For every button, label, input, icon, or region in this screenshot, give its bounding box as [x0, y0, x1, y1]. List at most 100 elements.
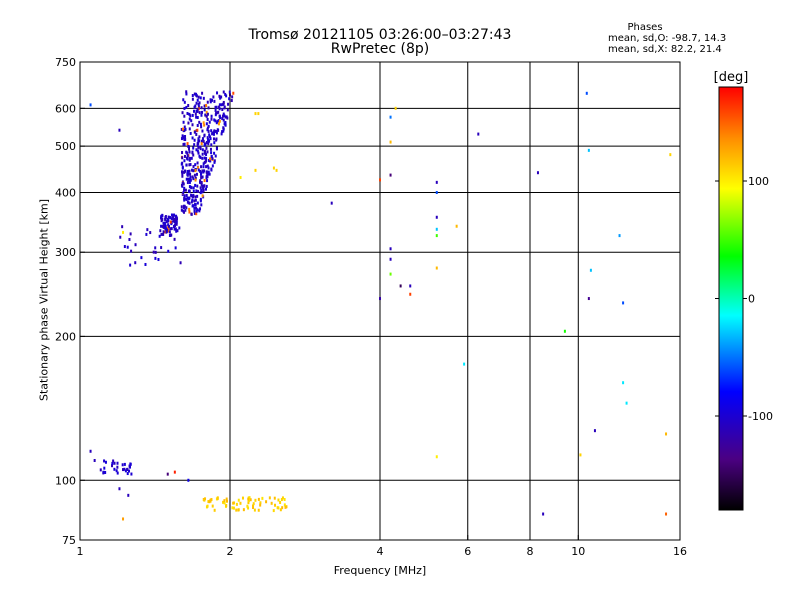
data-point — [200, 106, 203, 110]
data-point — [198, 101, 201, 105]
data-point — [195, 94, 198, 98]
data-point — [205, 122, 208, 126]
data-point — [219, 96, 222, 100]
data-point — [197, 151, 200, 155]
data-point — [205, 165, 208, 169]
data-point — [190, 156, 193, 160]
data-point — [183, 188, 186, 192]
data-point — [211, 98, 214, 102]
data-point — [210, 151, 213, 155]
data-point — [182, 204, 185, 208]
data-point — [221, 130, 224, 134]
data-point — [593, 429, 596, 433]
data-point — [204, 160, 207, 164]
data-point — [181, 172, 184, 176]
data-point — [191, 113, 194, 117]
colorbar-unit-label: [deg] — [713, 70, 749, 85]
data-point — [205, 104, 208, 108]
data-point — [158, 234, 161, 238]
data-point — [193, 203, 196, 207]
data-point — [218, 119, 221, 123]
data-point — [160, 219, 163, 223]
data-point — [622, 301, 625, 305]
data-point — [111, 464, 114, 468]
data-point — [197, 189, 200, 193]
data-point — [173, 213, 176, 217]
data-point — [129, 232, 132, 236]
data-point — [207, 500, 210, 504]
data-point — [173, 224, 176, 228]
colorbar-tick-label: 0 — [748, 293, 755, 306]
data-point — [195, 148, 198, 152]
data-point — [211, 156, 214, 160]
data-point — [209, 98, 212, 102]
data-point — [89, 103, 92, 107]
data-point — [231, 506, 234, 510]
data-point — [203, 133, 206, 137]
data-point — [222, 118, 225, 122]
data-point — [162, 230, 165, 234]
data-point — [215, 138, 218, 142]
data-point — [183, 142, 186, 146]
data-point — [203, 104, 206, 108]
data-point — [195, 101, 198, 105]
data-point — [389, 272, 392, 276]
data-point — [194, 163, 197, 167]
data-point — [455, 224, 458, 228]
data-point — [191, 151, 194, 155]
data-point — [389, 140, 392, 144]
data-point — [188, 145, 191, 149]
data-point — [165, 220, 168, 224]
data-point — [191, 136, 194, 140]
data-point — [207, 166, 210, 170]
data-point — [206, 136, 209, 140]
data-point — [277, 498, 280, 502]
data-point — [213, 129, 216, 133]
data-point — [203, 108, 206, 112]
data-point — [214, 119, 217, 123]
data-point — [191, 94, 194, 98]
data-point — [128, 238, 131, 242]
data-point — [172, 218, 175, 222]
y-tick-label: 500 — [55, 140, 76, 153]
data-point — [196, 123, 199, 127]
data-point — [193, 206, 196, 210]
data-point — [192, 146, 195, 150]
data-point — [409, 292, 412, 296]
data-point — [204, 113, 207, 117]
data-point — [186, 151, 189, 155]
data-point — [210, 117, 213, 121]
data-point — [163, 226, 166, 230]
data-point — [389, 247, 392, 251]
data-point — [166, 472, 169, 476]
data-point — [200, 181, 203, 185]
data-point — [197, 137, 200, 141]
data-point — [208, 133, 211, 137]
data-point — [127, 493, 130, 497]
data-point — [154, 250, 157, 254]
data-point — [218, 107, 221, 111]
data-point — [214, 113, 217, 117]
data-point — [589, 268, 592, 272]
data-point — [257, 497, 260, 501]
data-point — [204, 149, 207, 153]
data-point — [191, 168, 194, 172]
data-point — [195, 132, 198, 136]
data-point — [215, 146, 218, 150]
data-point — [435, 227, 438, 231]
data-point — [213, 99, 216, 103]
data-point — [235, 508, 238, 512]
data-point — [199, 207, 202, 211]
x-axis-label: Frequency [MHz] — [333, 564, 427, 577]
data-point — [200, 142, 203, 146]
data-point — [207, 172, 210, 176]
data-point — [215, 121, 218, 125]
data-point — [124, 469, 127, 473]
data-point — [188, 158, 191, 162]
data-point — [170, 227, 173, 231]
data-point — [184, 135, 187, 139]
phase-stats-o: mean, sd,O: -98.7, 14.3 — [608, 33, 727, 44]
data-point — [184, 127, 187, 131]
data-point — [196, 184, 199, 188]
data-point — [273, 496, 276, 500]
